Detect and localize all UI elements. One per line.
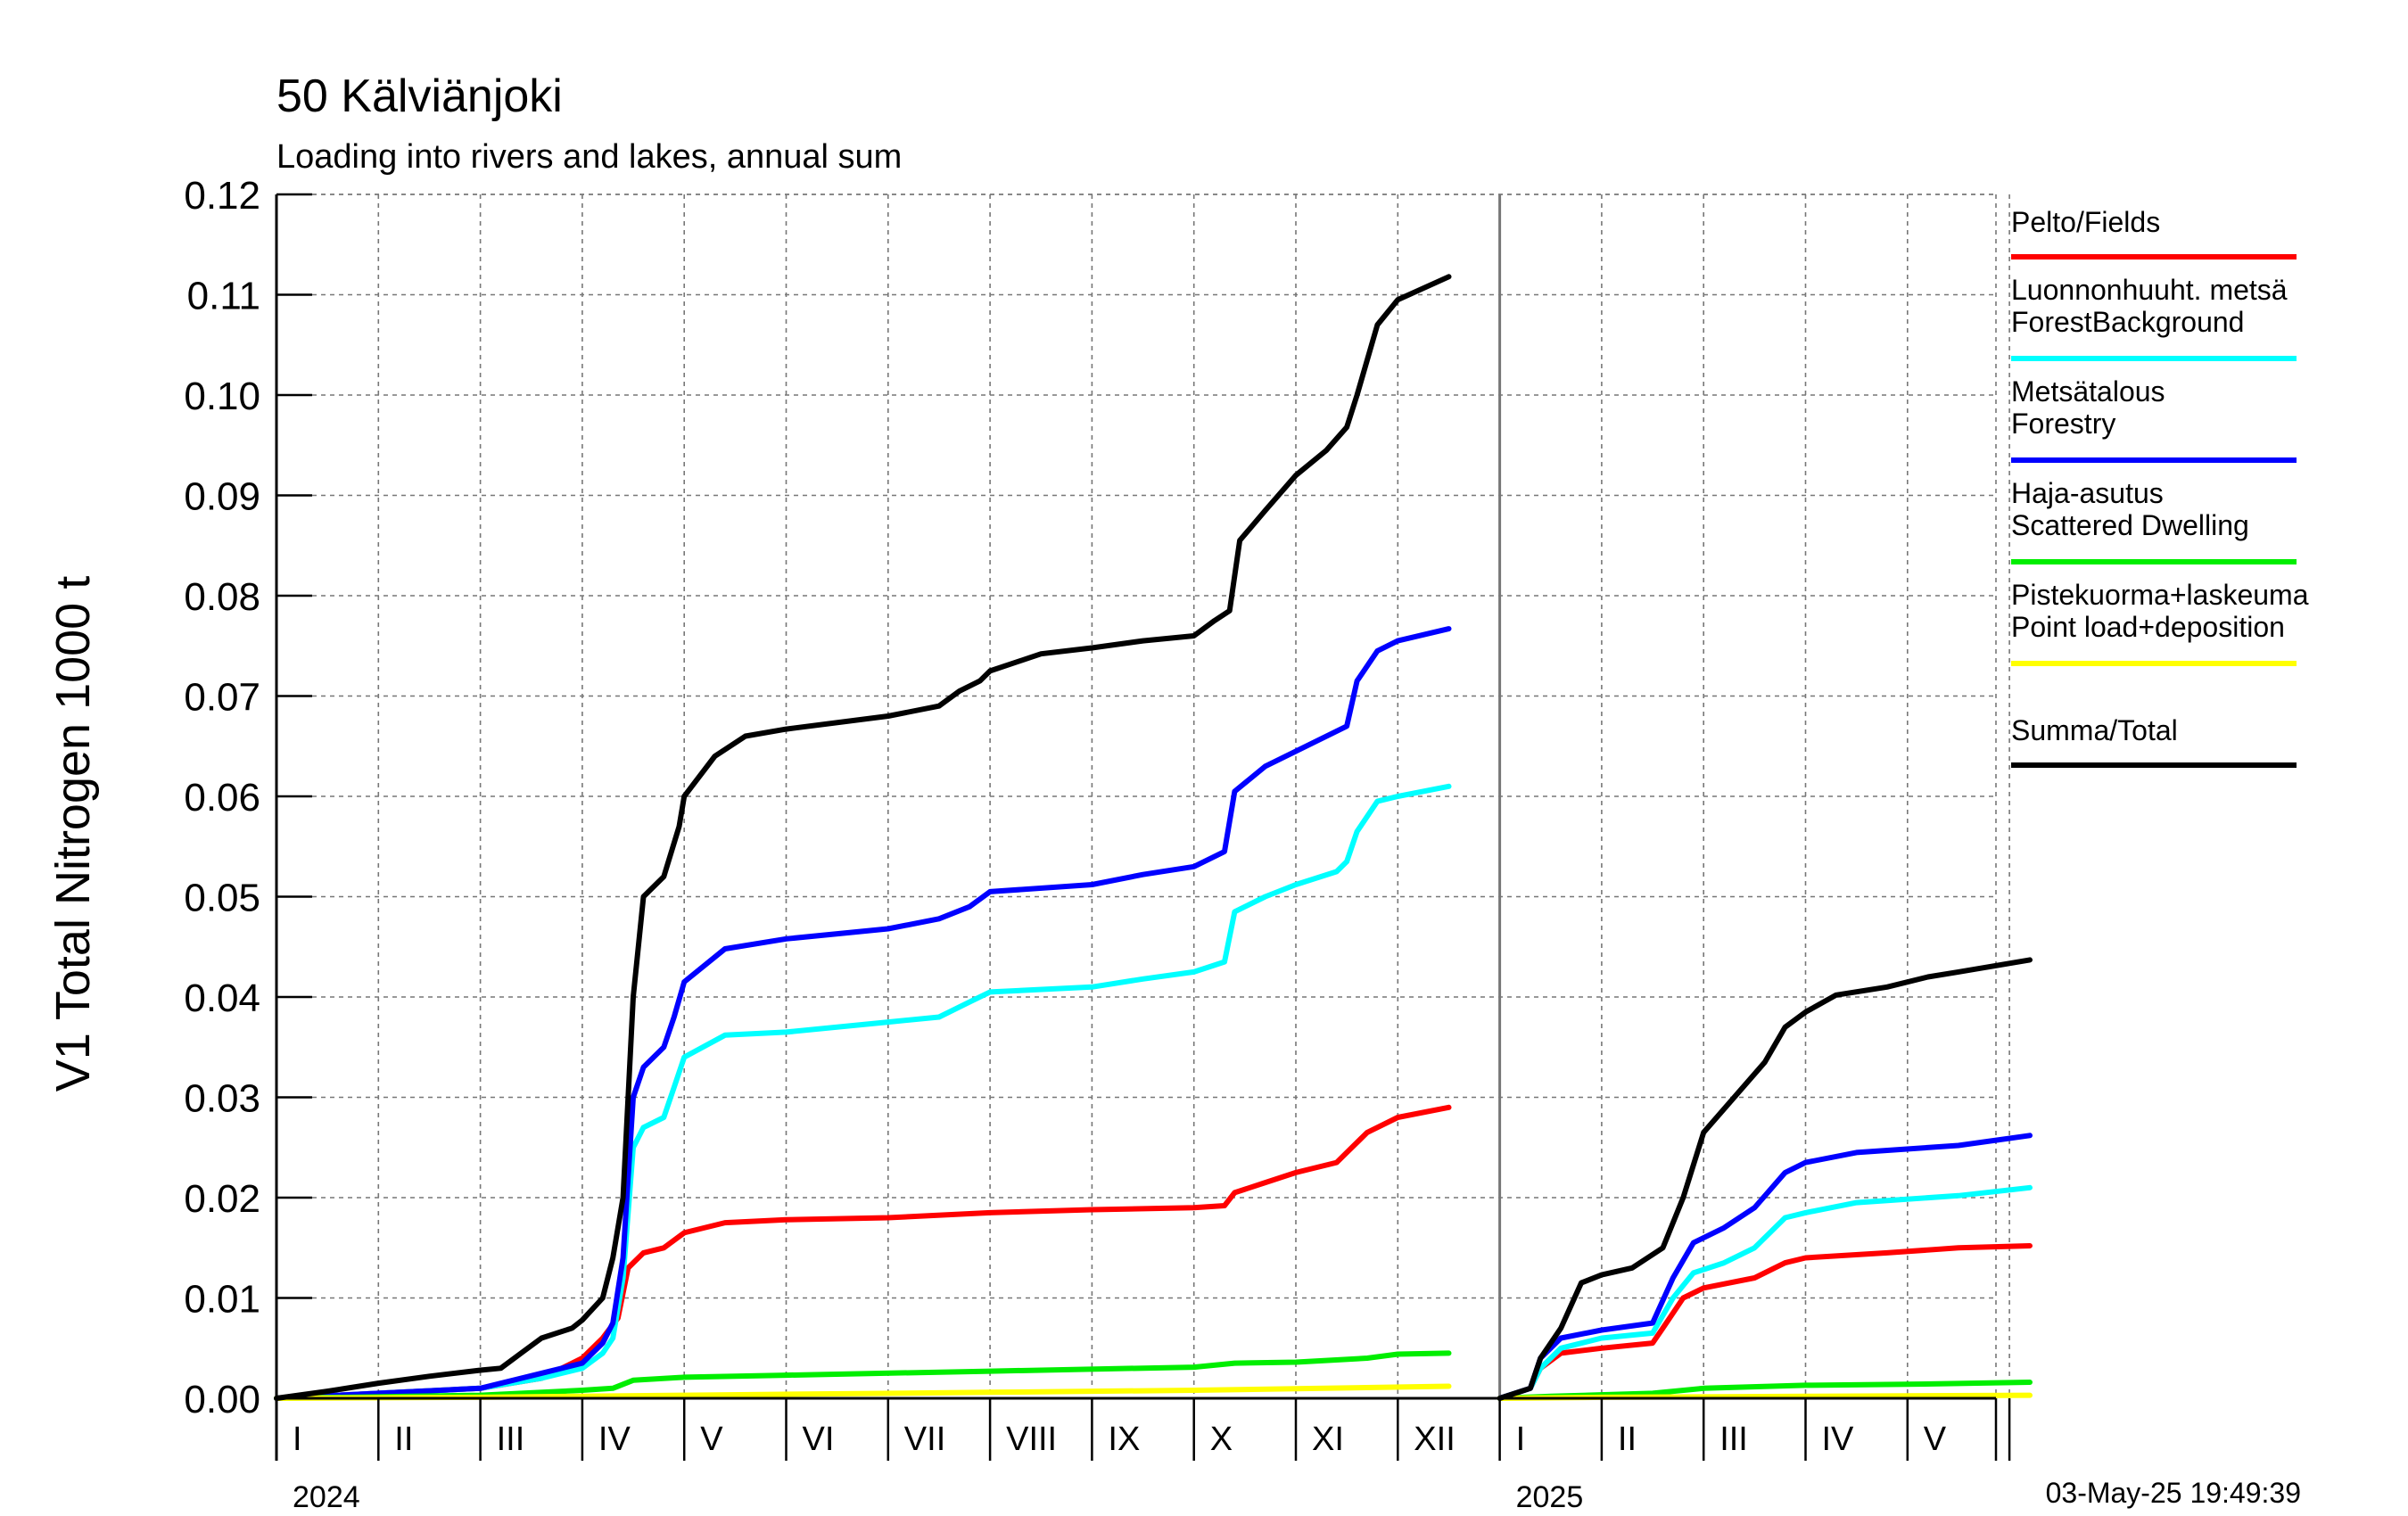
series-1-line bbox=[1497, 1184, 2033, 1401]
grid bbox=[276, 194, 2010, 1399]
month-label: III bbox=[1719, 1421, 1748, 1458]
month-label: IV bbox=[598, 1421, 631, 1458]
month-label: VII bbox=[904, 1421, 945, 1458]
month-label: XI bbox=[1312, 1421, 1344, 1458]
legend-label: Point load+deposition bbox=[2011, 611, 2285, 643]
month-label: IX bbox=[1108, 1421, 1140, 1458]
y-tick-label: 0.06 bbox=[184, 776, 260, 820]
y-tick-label: 0.12 bbox=[184, 174, 260, 218]
legend-label: Haja-asutus bbox=[2011, 477, 2164, 509]
y-tick-label: 0.07 bbox=[184, 676, 260, 720]
y-tick-label: 0.01 bbox=[184, 1278, 260, 1322]
timestamp: 03-May-25 19:49:39 bbox=[2046, 1477, 2301, 1509]
y-tick-label: 0.00 bbox=[184, 1378, 260, 1421]
axes: 0.00 0.01 0.02 0.03 0.04 0.05 0.06 0.07 0.08 0.09… bbox=[184, 174, 2011, 1514]
month-label: VI bbox=[803, 1421, 835, 1458]
month-label: V bbox=[1924, 1421, 1947, 1458]
legend-label: ForestBackground bbox=[2011, 306, 2244, 338]
month-label: III bbox=[497, 1421, 525, 1458]
legend-label: Scattered Dwelling bbox=[2011, 509, 2249, 541]
legend-label: Luonnonhuuht. metsä bbox=[2011, 274, 2288, 306]
month-label: X bbox=[1210, 1421, 1233, 1458]
legend-label: Summa/Total bbox=[2011, 714, 2178, 746]
y-tick-label: 0.11 bbox=[187, 275, 260, 318]
y-tick-label: 0.05 bbox=[184, 877, 260, 920]
series-3-line bbox=[274, 1350, 1452, 1401]
month-label: VIII bbox=[1006, 1421, 1057, 1458]
legend-label: Forestry bbox=[2011, 408, 2115, 440]
month-label: V bbox=[700, 1421, 723, 1458]
y-tick-label: 0.08 bbox=[184, 575, 260, 619]
legend-label: Metsätalous bbox=[2011, 375, 2165, 408]
series-5-line bbox=[1497, 957, 2033, 1401]
series-2-line bbox=[274, 626, 1452, 1401]
y-tick-label: 0.09 bbox=[184, 475, 260, 519]
series-1-line bbox=[274, 783, 1452, 1401]
y-tick-label: 0.04 bbox=[184, 976, 260, 1020]
series-5-line bbox=[274, 274, 1452, 1401]
series-group bbox=[274, 274, 2033, 1401]
legend-label: Pelto/Fields bbox=[2011, 206, 2160, 238]
legend: Pelto/Fields Luonnonhuuht. metsäForestBac… bbox=[2011, 206, 2309, 768]
y-tick-label: 0.03 bbox=[184, 1077, 260, 1121]
year-label: 2025 bbox=[1516, 1480, 1584, 1514]
month-label: IV bbox=[1822, 1421, 1855, 1458]
y-tick-label: 0.02 bbox=[184, 1177, 260, 1221]
chart-subtitle: Loading into rivers and lakes, annual su… bbox=[276, 138, 902, 176]
month-label: XII bbox=[1414, 1421, 1455, 1458]
y-tick-label: 0.10 bbox=[184, 375, 260, 418]
month-label: II bbox=[394, 1421, 413, 1458]
year-label: 2024 bbox=[293, 1480, 360, 1514]
series-0-line bbox=[274, 1104, 1452, 1401]
month-label: I bbox=[1516, 1421, 1526, 1458]
chart-title: 50 Kälviänjoki bbox=[276, 70, 563, 122]
legend-label: Pistekuorma+laskeuma bbox=[2011, 579, 2309, 611]
y-axis-label: V1 Total Nitrogen 1000 t bbox=[46, 576, 100, 1092]
month-label: II bbox=[1618, 1421, 1637, 1458]
month-label: I bbox=[293, 1421, 302, 1458]
